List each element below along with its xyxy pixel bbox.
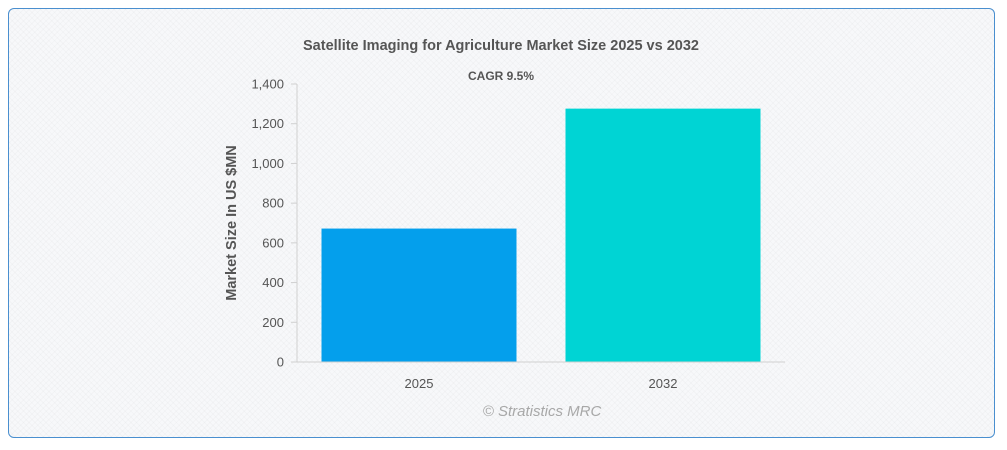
y-axis-label: Market Size In US $MN <box>224 145 240 301</box>
chart-frame <box>8 8 995 438</box>
y-tick-label: 1,200 <box>251 116 284 131</box>
x-axis-ticks: 2025 2032 <box>405 376 678 391</box>
x-tick-label: 2025 <box>405 376 434 391</box>
bars <box>321 108 761 362</box>
watermark: © Stratistics MRC <box>483 403 602 420</box>
y-tick-label: 600 <box>262 235 284 250</box>
y-tick-label: 0 <box>277 355 284 370</box>
y-axis-ticks: 0 200 400 600 800 1,000 1,200 1,400 <box>251 77 297 370</box>
x-tick-label: 2032 <box>649 376 678 391</box>
chart-subtitle: CAGR 9.5% <box>468 69 534 83</box>
bar-2025 <box>321 228 517 362</box>
y-tick-label: 1,400 <box>251 77 284 92</box>
y-tick-label: 1,000 <box>251 156 284 171</box>
y-tick-label: 200 <box>262 315 284 330</box>
y-tick-label: 800 <box>262 196 284 211</box>
chart-title: Satellite Imaging for Agriculture Market… <box>303 38 699 54</box>
bar-2032 <box>565 108 761 362</box>
y-tick-label: 400 <box>262 275 284 290</box>
